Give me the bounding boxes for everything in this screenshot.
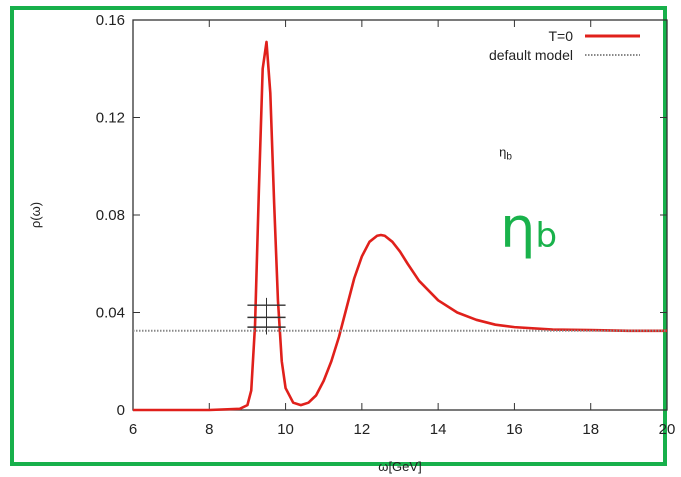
x-tick-label: 10 — [277, 421, 294, 438]
x-axis-label: ω[GeV] — [378, 459, 421, 474]
series-line-t0 — [133, 40, 667, 412]
legend-label: T=0 — [548, 28, 573, 44]
y-tick-label: 0 — [117, 402, 125, 419]
x-tick-label: 12 — [354, 421, 371, 438]
y-tick-label: 0.12 — [96, 110, 125, 127]
plot-border — [132, 19, 668, 411]
eta-b-annotation-sub: b — [535, 216, 558, 256]
plot-area: 6 8 10 12 14 16 18 20 0 0.04 0.08 0.12 0.16 ω[GeV] ρ(ω… — [28, 12, 675, 474]
y-tick-label: 0.08 — [96, 207, 125, 224]
x-tick-label: 14 — [430, 421, 447, 438]
x-tick-label: 16 — [506, 421, 523, 438]
y-tick-label: 0.16 — [96, 12, 125, 29]
eta-b-annotation: ηb — [500, 196, 557, 261]
y-axis-label: ρ(ω) — [28, 202, 43, 228]
eta-b-annotation-main: η — [500, 196, 536, 261]
x-tick-label: 6 — [129, 421, 137, 438]
x-tick-label: 8 — [205, 421, 213, 438]
x-tick-label: 18 — [582, 421, 599, 438]
x-tick-label: 20 — [659, 421, 676, 438]
y-tick-label: 0.04 — [96, 305, 125, 322]
eta-b-small-sub: b — [506, 152, 512, 163]
legend-label: default model — [489, 47, 573, 63]
eta-b-small-label: ηb — [499, 145, 512, 163]
figure-frame — [10, 6, 667, 466]
